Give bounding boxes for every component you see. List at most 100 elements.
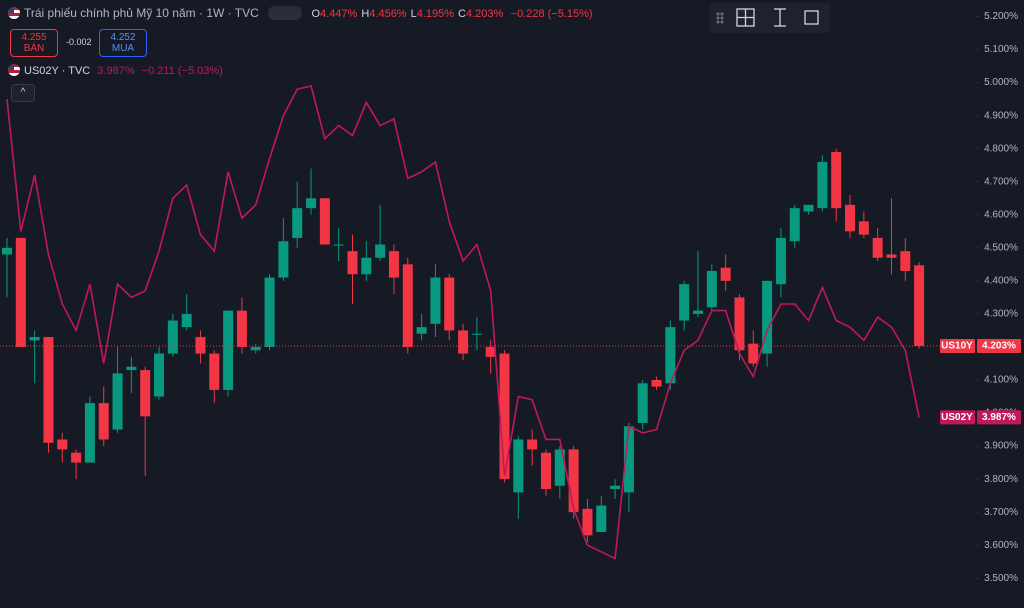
- candle-body: [748, 343, 759, 364]
- candle-body: [195, 337, 206, 354]
- candle-body: [817, 161, 828, 209]
- toolbar: [710, 3, 830, 33]
- ohlc-value: 4.456%: [369, 8, 407, 20]
- y-tick-label: 4.100%: [984, 375, 1018, 386]
- candle-body: [416, 327, 427, 334]
- candle-body: [789, 208, 800, 242]
- candle-body: [610, 485, 621, 490]
- candle-body: [803, 204, 814, 212]
- candle-body: [264, 277, 275, 347]
- badge-value-bg: [977, 338, 1021, 353]
- candle-body: [154, 353, 165, 397]
- candle-body: [485, 346, 496, 357]
- candle-body: [402, 264, 413, 347]
- collapse-button[interactable]: ^: [11, 84, 35, 102]
- candle-body: [57, 439, 68, 450]
- candle-body: [568, 449, 579, 513]
- spread: -0.002: [66, 37, 92, 47]
- candle-body: [513, 439, 524, 493]
- candle-body: [223, 310, 234, 390]
- candle-body: [71, 452, 82, 463]
- candle-body: [15, 237, 26, 347]
- badge-name: US10Y: [941, 341, 973, 352]
- candle-body: [29, 337, 40, 341]
- compare-value: 3.987%: [97, 65, 135, 77]
- candle-body: [471, 333, 482, 335]
- ohlc-value: 4.447%: [320, 8, 358, 20]
- ohlc-key: L: [410, 8, 417, 20]
- candle-body: [347, 251, 358, 275]
- candle-body: [693, 310, 703, 314]
- y-tick-label: 4.400%: [984, 276, 1018, 287]
- y-tick-label: 4.900%: [984, 110, 1018, 121]
- y-tick-label: 4.600%: [984, 209, 1018, 220]
- candle-body: [499, 353, 510, 480]
- candle-body: [98, 403, 109, 440]
- badge-value-bg: [977, 410, 1021, 425]
- candle-body: [527, 439, 538, 450]
- candle-body: [292, 208, 303, 238]
- candle-body: [112, 373, 123, 430]
- toolbar-icons: [716, 8, 819, 27]
- candle-body: [43, 337, 54, 443]
- candle-body: [209, 353, 220, 390]
- candle-body: [375, 244, 386, 258]
- y-tick-label: 4.300%: [984, 309, 1018, 320]
- candle-body: [623, 426, 634, 493]
- candle-body: [637, 383, 648, 423]
- candle-body: [596, 505, 607, 532]
- candle-body: [900, 251, 911, 271]
- candle-body: [706, 270, 717, 308]
- symbol-title: Trái phiếu chính phủ Mỹ 10 năm · 1W · TV…: [24, 6, 259, 20]
- price-badge: US10Y 4.203%: [940, 338, 1021, 353]
- candle-body: [858, 221, 869, 235]
- candle-body: [720, 267, 731, 281]
- candle-body: [914, 265, 925, 346]
- candle-body: [651, 380, 662, 387]
- sell-price: 4.255: [21, 32, 47, 43]
- compare-change: −0.211 (−5.03%): [141, 65, 223, 77]
- y-tick-label: 4.500%: [984, 242, 1018, 253]
- candle-body: [306, 198, 317, 209]
- y-tick-label: 3.900%: [984, 441, 1018, 452]
- badge-name-bg: [940, 338, 975, 353]
- sell-label: BÁN: [23, 43, 45, 54]
- candle-body: [458, 330, 469, 354]
- flag: [8, 64, 20, 76]
- candle-body: [236, 310, 247, 347]
- candle-body: [126, 366, 137, 371]
- y-tick-label: 5.000%: [984, 77, 1018, 88]
- price-badge: US02Y 3.987%: [940, 410, 1021, 425]
- candle-body: [430, 277, 441, 324]
- y-tick-label: 4.700%: [984, 176, 1018, 187]
- y-tick-label: 4.800%: [984, 143, 1018, 154]
- toggle[interactable]: [268, 6, 303, 20]
- ohlc-key: O: [311, 8, 321, 20]
- candle-body: [554, 449, 565, 486]
- candle-body: [845, 204, 856, 232]
- sell-button[interactable]: 4.255 BÁN: [10, 29, 58, 57]
- ohlc-value: 4.203%: [465, 8, 504, 20]
- change: −0.228 (−5.15%): [510, 8, 593, 20]
- candle-body: [665, 327, 676, 384]
- candle-body: [278, 241, 289, 278]
- badge-name-bg: [940, 410, 975, 425]
- y-tick-label: 5.100%: [984, 44, 1018, 55]
- candle-body: [2, 247, 12, 255]
- candle-body: [762, 280, 773, 354]
- candle-body: [679, 284, 690, 321]
- candle-body: [388, 251, 399, 278]
- ohlc-value: 4.195%: [416, 8, 455, 20]
- candle-body: [582, 508, 593, 536]
- candle-body: [540, 452, 551, 490]
- y-tick-label: 3.700%: [984, 507, 1018, 518]
- buy-button[interactable]: 4.252 MUA: [99, 29, 147, 57]
- candle-body: [181, 313, 192, 328]
- compare-symbol: US02Y · TVC: [24, 65, 91, 77]
- candle-body: [167, 320, 178, 354]
- buy-label: MUA: [111, 43, 135, 54]
- icons[interactable]: [736, 8, 819, 27]
- candle-body: [319, 198, 330, 245]
